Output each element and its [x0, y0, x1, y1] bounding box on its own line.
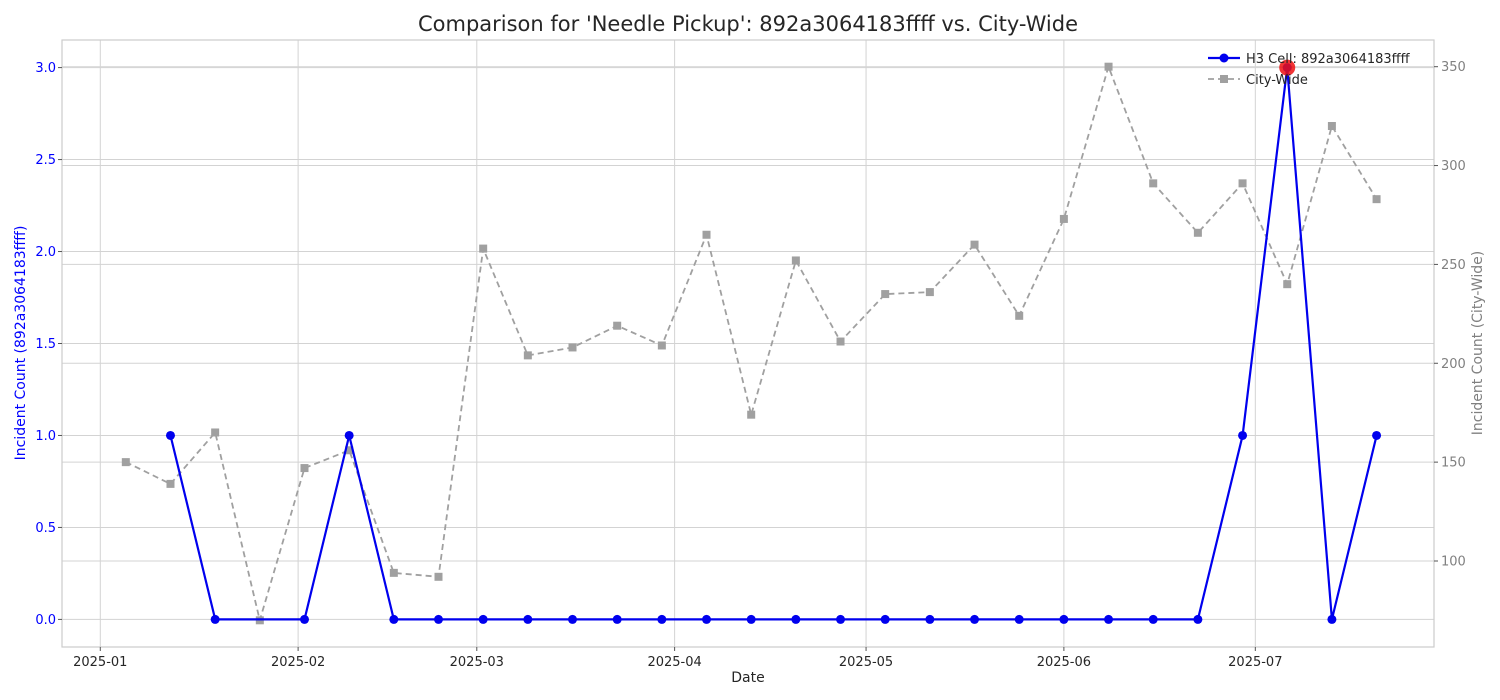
- x-tick-label: 2025-04: [647, 655, 701, 670]
- legend-cell-label: H3 Cell: 892a3064183ffff: [1246, 52, 1411, 67]
- cell-point: [210, 614, 220, 624]
- y-right-tick-label: 200: [1441, 357, 1466, 372]
- citywide-point: [166, 479, 175, 488]
- citywide-point: [434, 572, 443, 581]
- x-tick-label: 2025-02: [271, 655, 325, 670]
- x-tick-label: 2025-03: [450, 655, 504, 670]
- citywide-point: [702, 230, 711, 239]
- citywide-point: [925, 288, 934, 297]
- citywide-point: [568, 343, 577, 352]
- legend-citywide-marker: [1220, 75, 1228, 83]
- y-left-tick-label: 0.5: [35, 521, 56, 536]
- citywide-point: [479, 244, 488, 253]
- y-right-tick-label: 300: [1441, 159, 1466, 174]
- cell-point: [165, 430, 175, 440]
- cell-point: [1372, 430, 1382, 440]
- y-right-tick-label: 250: [1441, 258, 1466, 273]
- y-left-tick-label: 0.0: [35, 613, 56, 628]
- y-right-tick-label: 100: [1441, 554, 1466, 569]
- cell-point: [478, 614, 488, 624]
- cell-point: [1327, 614, 1337, 624]
- cell-point: [1148, 614, 1158, 624]
- y-left-tick-label: 1.0: [35, 429, 56, 444]
- grid-layer: [62, 40, 1434, 647]
- y-left-tick-label: 3.0: [35, 61, 56, 76]
- cell-point: [1193, 614, 1203, 624]
- cell-point: [344, 430, 354, 440]
- series-layer: [121, 59, 1382, 625]
- cell-point: [970, 614, 980, 624]
- cell-point: [791, 614, 801, 624]
- citywide-point: [613, 321, 622, 330]
- y-right-tick-label: 350: [1441, 60, 1466, 75]
- x-tick-label: 2025-06: [1037, 655, 1091, 670]
- x-tick-label: 2025-05: [839, 655, 893, 670]
- citywide-point: [1015, 311, 1024, 320]
- citywide-series-line: [125, 63, 1378, 624]
- citywide-point: [747, 410, 756, 419]
- citywide-point: [389, 568, 398, 577]
- cell-point: [1104, 614, 1114, 624]
- citywide-point: [1149, 179, 1158, 188]
- y-right-tick-label: 150: [1441, 456, 1466, 471]
- cell-point: [746, 614, 756, 624]
- citywide-point: [1104, 62, 1113, 71]
- legend: H3 Cell: 892a3064183ffff City-Wide: [1208, 52, 1411, 88]
- left-y-axis-label: Incident Count (892a3064183ffff): [13, 226, 29, 461]
- cell-point: [657, 614, 667, 624]
- cell-point: [1238, 430, 1248, 440]
- citywide-point: [345, 446, 354, 455]
- citywide-point: [881, 290, 890, 299]
- citywide-point: [121, 458, 130, 467]
- y-left-tick-label: 2.5: [35, 153, 56, 168]
- citywide-point: [657, 341, 666, 350]
- citywide-point: [1238, 179, 1247, 188]
- citywide-point: [970, 240, 979, 249]
- cell-point: [612, 614, 622, 624]
- citywide-point: [300, 464, 309, 473]
- citywide-point: [1283, 280, 1292, 289]
- y-left-tick-label: 1.5: [35, 337, 56, 352]
- chart-title: Comparison for 'Needle Pickup': 892a3064…: [418, 12, 1078, 36]
- tick-layer: 2025-01 2025-02 2025-03 2025-04 2025-05 2025-…: [35, 60, 1466, 670]
- x-tick-label: 2025-01: [73, 655, 127, 670]
- citywide-point: [211, 428, 220, 437]
- cell-point: [568, 614, 578, 624]
- cell-point: [523, 614, 533, 624]
- cell-point: [880, 614, 890, 624]
- citywide-point: [1059, 214, 1068, 223]
- cell-point: [1014, 614, 1024, 624]
- x-axis-label: Date: [731, 670, 764, 686]
- citywide-point: [791, 256, 800, 265]
- y-left-tick-label: 2.0: [35, 245, 56, 260]
- cell-point: [702, 614, 712, 624]
- citywide-point: [1327, 122, 1336, 131]
- legend-cell-marker: [1219, 53, 1229, 63]
- cell-point: [1059, 614, 1069, 624]
- x-tick-label: 2025-07: [1228, 655, 1282, 670]
- cell-point: [836, 614, 846, 624]
- highlight-point: [1279, 59, 1296, 76]
- citywide-point: [1193, 228, 1202, 237]
- legend-citywide-label: City-Wide: [1246, 73, 1308, 88]
- citywide-point: [523, 351, 532, 360]
- cell-point: [925, 614, 935, 624]
- cell-point: [389, 614, 399, 624]
- cell-point: [434, 614, 444, 624]
- citywide-point: [1372, 195, 1381, 204]
- right-y-axis-label: Incident Count (City-Wide): [1470, 251, 1486, 435]
- citywide-point: [836, 337, 845, 346]
- cell-point: [299, 614, 309, 624]
